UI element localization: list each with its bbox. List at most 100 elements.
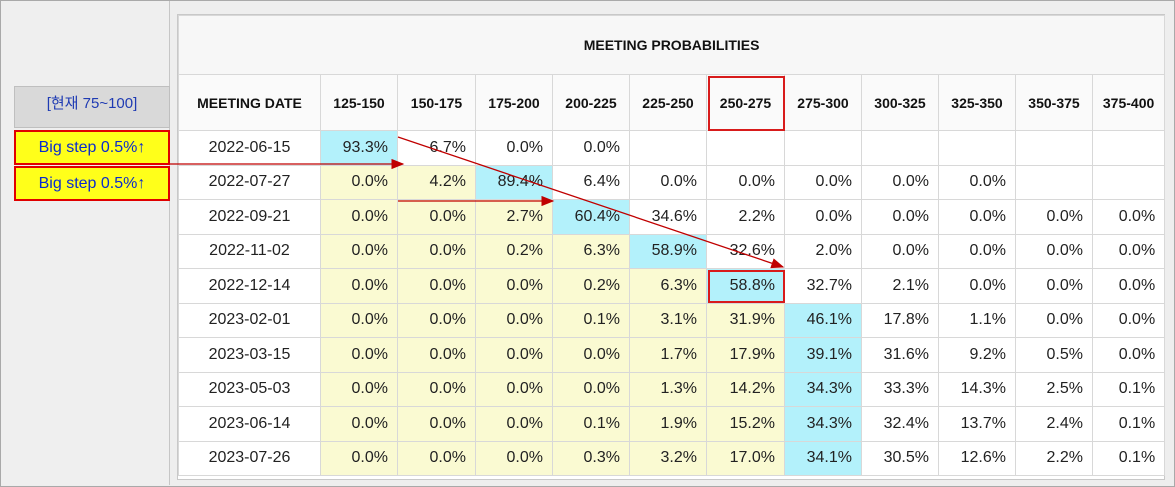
probability-cell: 0.0% — [320, 164, 398, 200]
probability-cell: 0.2% — [475, 233, 553, 269]
probability-cell: 93.3% — [320, 130, 398, 166]
meeting-date-cell: 2023-06-14 — [178, 406, 321, 442]
probability-cell: 31.6% — [861, 337, 939, 373]
table-row: 2023-07-26 0.0% 0.0% 0.0% 0.3% 3.2% 17.0% 34.1%… — [178, 440, 1166, 476]
range-header-200-225: 200-225 — [552, 74, 630, 131]
range-header-225-250: 225-250 — [629, 74, 707, 131]
meeting-date-cell: 2023-07-26 — [178, 440, 321, 476]
table-row: 2023-03-15 0.0% 0.0% 0.0% 0.0% 1.7% 17.9% 39.1%… — [178, 337, 1166, 373]
probability-cell: 0.0% — [706, 164, 785, 200]
meeting-date-cell: 2023-05-03 — [178, 371, 321, 407]
probability-cell: 13.7% — [938, 406, 1016, 442]
probability-cell: 0.1% — [552, 406, 630, 442]
probability-cell: 0.0% — [397, 199, 476, 235]
probability-cell: 1.3% — [629, 371, 707, 407]
probability-cell: 33.3% — [861, 371, 939, 407]
table-row: 2022-06-15 93.3% 6.7% 0.0% 0.0% — [178, 130, 1166, 166]
probability-cell: 1.9% — [629, 406, 707, 442]
probability-cell: 0.0% — [397, 406, 476, 442]
probability-cell: 30.5% — [861, 440, 939, 476]
probability-cell — [1015, 164, 1093, 200]
probability-cell: 0.0% — [1091, 337, 1166, 373]
probability-cell: 2.1% — [861, 268, 939, 304]
table-row: 2022-09-21 0.0% 0.0% 2.7% 60.4% 34.6% 2.2% 0.0%… — [178, 199, 1166, 235]
meeting-probabilities-panel: MEETING PROBABILITIES MEETING DATE 125-1… — [177, 14, 1166, 480]
probability-cell: 0.0% — [552, 130, 630, 166]
probability-cell: 0.0% — [397, 337, 476, 373]
probability-cell: 1.1% — [938, 302, 1016, 338]
probability-cell: 2.7% — [475, 199, 553, 235]
probability-cell — [784, 130, 862, 166]
table-title: MEETING PROBABILITIES — [177, 15, 1166, 75]
probability-cell: 0.0% — [629, 164, 707, 200]
table-row: 2022-11-02 0.0% 0.0% 0.2% 6.3% 58.9% 32.6% 2.0%… — [178, 233, 1166, 269]
probability-cell: 58.9% — [629, 233, 707, 269]
probability-cell: 17.8% — [861, 302, 939, 338]
probability-cell — [1015, 130, 1093, 166]
probability-cell: 0.0% — [552, 371, 630, 407]
probability-cell: 0.1% — [552, 302, 630, 338]
table-row: 2022-12-14 0.0% 0.0% 0.0% 0.2% 6.3% 58.8% 32.7%… — [178, 268, 1166, 304]
probability-cell — [629, 130, 707, 166]
probability-cell: 0.0% — [475, 440, 553, 476]
current-rate-label: [현재 75~100] — [14, 86, 170, 128]
probability-cell: 0.0% — [1015, 268, 1093, 304]
probability-cell: 0.0% — [320, 406, 398, 442]
probability-cell: 0.0% — [320, 440, 398, 476]
probability-cell: 0.5% — [1015, 337, 1093, 373]
probability-cell: 0.3% — [552, 440, 630, 476]
probability-cell: 0.0% — [397, 371, 476, 407]
probability-cell: 0.0% — [784, 199, 862, 235]
probability-cell: 60.4% — [552, 199, 630, 235]
probability-cell: 0.0% — [475, 371, 553, 407]
probability-cell: 0.0% — [938, 233, 1016, 269]
probability-cell: 0.0% — [397, 440, 476, 476]
probability-cell: 15.2% — [706, 406, 785, 442]
probability-cell: 0.0% — [320, 371, 398, 407]
probability-cell: 0.0% — [938, 268, 1016, 304]
probability-cell: 58.8% — [706, 268, 785, 304]
probability-cell: 0.0% — [1015, 302, 1093, 338]
probability-cell: 2.2% — [1015, 440, 1093, 476]
probability-cell: 12.6% — [938, 440, 1016, 476]
probability-cell: 0.0% — [397, 302, 476, 338]
probability-cell: 6.4% — [552, 164, 630, 200]
probability-cell: 0.0% — [1091, 302, 1166, 338]
range-header-250-275: 250-275 — [706, 74, 785, 131]
probability-cell: 9.2% — [938, 337, 1016, 373]
probability-cell: 6.7% — [397, 130, 476, 166]
probability-cell: 4.2% — [397, 164, 476, 200]
meeting-date-cell: 2022-06-15 — [178, 130, 321, 166]
probability-cell: 32.7% — [784, 268, 862, 304]
table-row: 2022-07-27 0.0% 4.2% 89.4% 6.4% 0.0% 0.0% 0.0% 0… — [178, 164, 1166, 200]
range-header-275-300: 275-300 — [784, 74, 862, 131]
probability-cell: 0.1% — [1091, 406, 1166, 442]
probability-cell: 6.3% — [629, 268, 707, 304]
range-header-300-325: 300-325 — [861, 74, 939, 131]
meeting-date-cell: 2022-12-14 — [178, 268, 321, 304]
range-header-325-350: 325-350 — [938, 74, 1016, 131]
probability-cell — [1091, 130, 1166, 166]
probability-cell: 0.0% — [397, 268, 476, 304]
probabilities-table: MEETING PROBABILITIES MEETING DATE 125-1… — [177, 15, 1166, 476]
meeting-date-header: MEETING DATE — [178, 74, 321, 131]
probability-cell: 0.0% — [1015, 199, 1093, 235]
probability-cell: 32.6% — [706, 233, 785, 269]
probability-cell: 0.0% — [552, 337, 630, 373]
probability-cell — [1091, 164, 1166, 200]
probability-cell: 0.1% — [1091, 371, 1166, 407]
probability-cell: 0.0% — [938, 164, 1016, 200]
probability-cell: 39.1% — [784, 337, 862, 373]
probability-cell: 14.3% — [938, 371, 1016, 407]
probability-cell: 0.0% — [861, 164, 939, 200]
meeting-date-cell: 2022-11-02 — [178, 233, 321, 269]
probability-cell: 0.0% — [475, 130, 553, 166]
probability-cell: 0.0% — [320, 233, 398, 269]
probability-cell: 34.3% — [784, 406, 862, 442]
probability-cell — [706, 130, 785, 166]
meeting-date-cell: 2022-09-21 — [178, 199, 321, 235]
probability-cell: 0.0% — [1091, 233, 1166, 269]
probability-cell: 0.1% — [1091, 440, 1166, 476]
probability-cell: 0.0% — [320, 337, 398, 373]
probability-cell: 0.0% — [784, 164, 862, 200]
